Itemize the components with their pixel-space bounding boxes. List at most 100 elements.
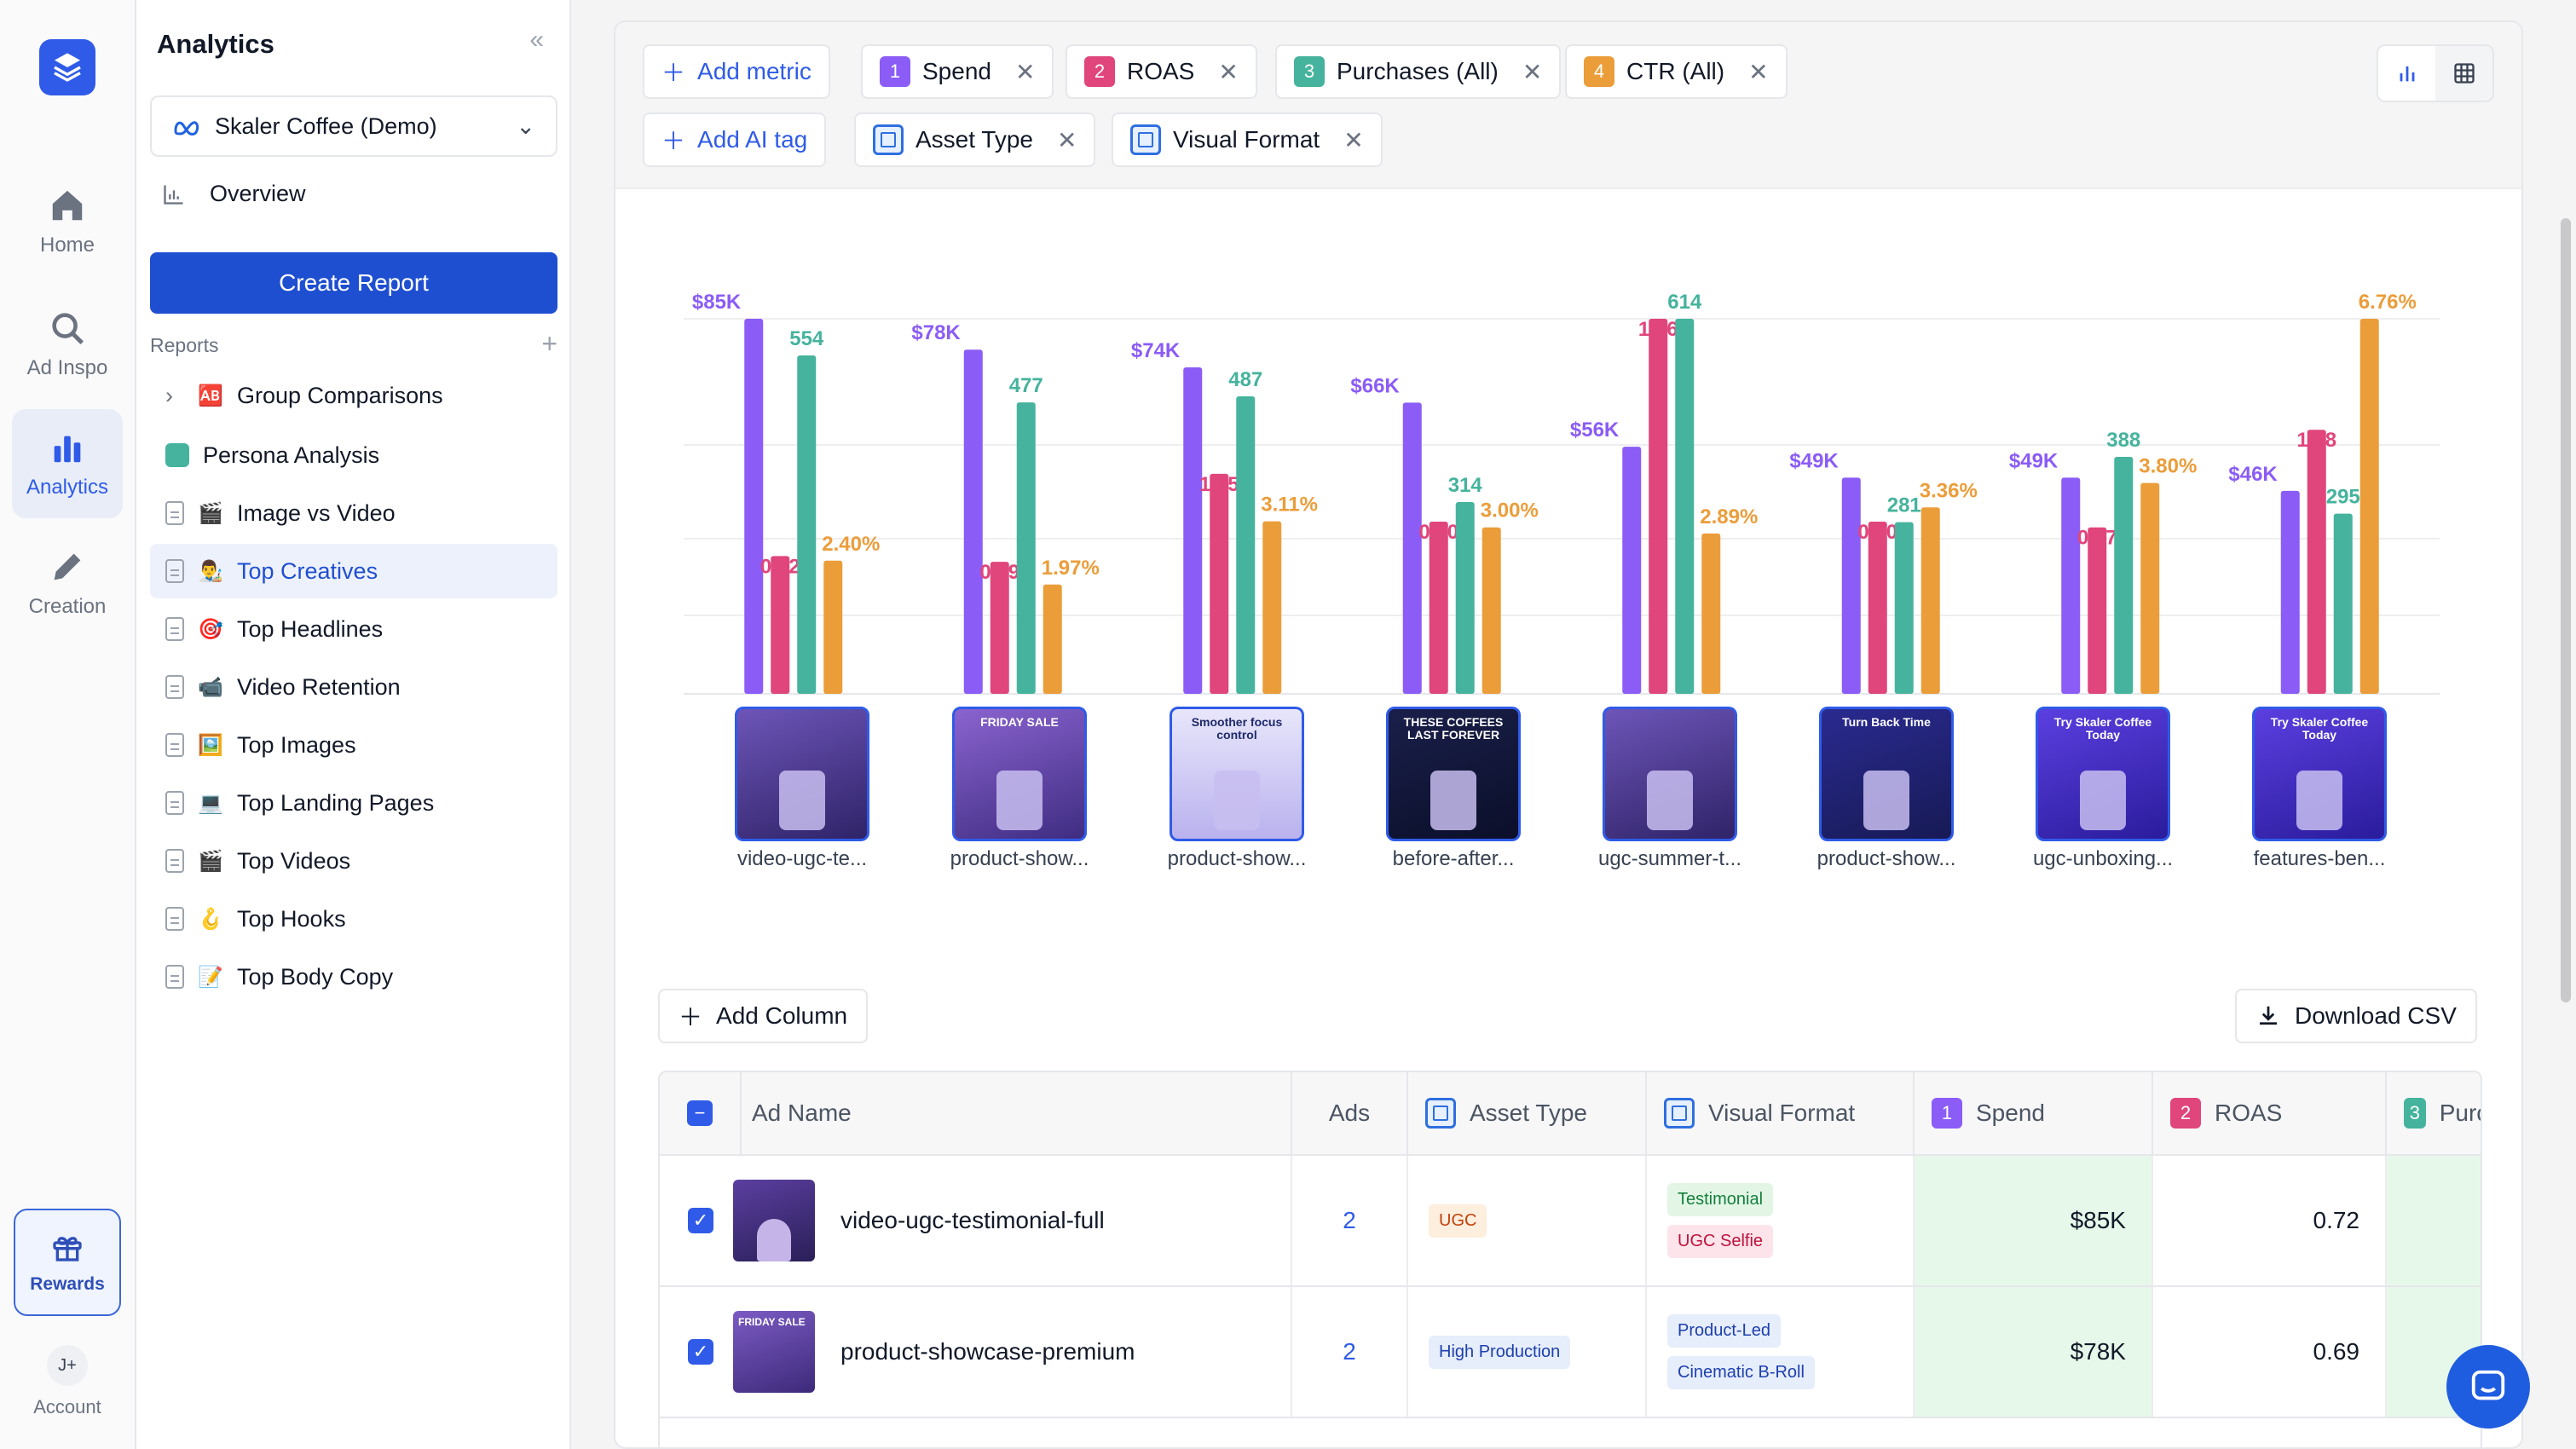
column-purchases[interactable]: 3 Purchase bbox=[2387, 1072, 2481, 1156]
tag-chip-asset-type[interactable]: Asset Type ✕ bbox=[854, 113, 1096, 167]
bar-spend[interactable] bbox=[2061, 477, 2081, 694]
bar-ctr-all-[interactable] bbox=[1262, 521, 1282, 694]
bar-roas[interactable] bbox=[771, 556, 790, 694]
column-ad-name[interactable]: Ad Name bbox=[742, 1072, 1292, 1156]
creative-thumbnail[interactable]: Try Skaler Coffee Today bbox=[2252, 707, 2387, 841]
sidebar-item-top-body-copy[interactable]: 📝 Top Body Copy bbox=[150, 950, 557, 1004]
sidebar-item-top-hooks[interactable]: 🪝 Top Hooks bbox=[150, 892, 557, 946]
sidebar-item-group-comparisons[interactable]: › 🆎 Group Comparisons bbox=[150, 368, 557, 423]
metric-chip-roas[interactable]: 2 ROAS ✕ bbox=[1066, 44, 1257, 99]
creative-thumbnail[interactable]: Turn Back Time bbox=[1819, 707, 1954, 841]
creative-thumbnail[interactable]: Try Skaler Coffee Today bbox=[2036, 707, 2170, 841]
bar-ctr-all-[interactable] bbox=[1481, 527, 1501, 694]
table-row[interactable]: ✓ FRIDAY SALE product-showcase-premium 2… bbox=[660, 1287, 2481, 1418]
bar-purchases-all-[interactable] bbox=[797, 355, 817, 694]
sidebar-item-top-creatives[interactable]: 👨‍🎨 Top Creatives bbox=[150, 544, 557, 598]
rewards-button[interactable]: Rewards bbox=[14, 1209, 121, 1316]
bar-spend[interactable] bbox=[1183, 367, 1203, 694]
account-menu[interactable]: J+ Account bbox=[17, 1345, 118, 1418]
bar-spend[interactable] bbox=[1402, 402, 1422, 694]
bar-purchases-all-[interactable] bbox=[1236, 396, 1256, 694]
bar-spend[interactable] bbox=[1622, 447, 1642, 694]
row-checkbox[interactable]: ✓ bbox=[688, 1339, 713, 1365]
tag-chip-visual-format[interactable]: Visual Format ✕ bbox=[1112, 113, 1383, 167]
ad-thumbnail[interactable] bbox=[733, 1180, 815, 1261]
bar-ctr-all-[interactable] bbox=[823, 560, 843, 694]
close-icon[interactable]: ✕ bbox=[1522, 58, 1543, 85]
close-icon[interactable]: ✕ bbox=[1057, 126, 1077, 153]
sidebar-item-top-images[interactable]: 🖼️ Top Images bbox=[150, 718, 557, 772]
sidebar-item-top-landing-pages[interactable]: 💻 Top Landing Pages bbox=[150, 776, 557, 830]
metric-chip-purchases-all-[interactable]: 3 Purchases (All) ✕ bbox=[1275, 44, 1562, 99]
bar-roas[interactable] bbox=[2307, 430, 2326, 694]
bar-roas[interactable] bbox=[1649, 319, 1668, 694]
collapse-sidebar-icon[interactable]: « bbox=[529, 26, 544, 54]
column-roas[interactable]: 2 ROAS bbox=[2153, 1072, 2387, 1156]
column-spend[interactable]: 1 Spend bbox=[1915, 1072, 2153, 1156]
ads-count[interactable]: 2 bbox=[1292, 1156, 1408, 1285]
bar-spend[interactable] bbox=[2280, 490, 2300, 694]
bar-spend[interactable] bbox=[744, 319, 764, 694]
bar-roas[interactable] bbox=[990, 562, 1009, 694]
bar-roas[interactable] bbox=[1868, 521, 1887, 694]
creative-thumbnail[interactable] bbox=[1603, 707, 1737, 841]
close-icon[interactable]: ✕ bbox=[1014, 58, 1036, 85]
bar-spend[interactable] bbox=[1841, 477, 1861, 694]
sidebar-item-top-headlines[interactable]: 🎯 Top Headlines bbox=[150, 602, 557, 656]
column-ads[interactable]: Ads bbox=[1292, 1072, 1408, 1156]
bar-roas[interactable] bbox=[1210, 473, 1229, 694]
add-metric-button[interactable]: ＋ Add metric bbox=[643, 44, 830, 99]
bar-purchases-all-[interactable] bbox=[1894, 522, 1914, 694]
create-report-button[interactable]: Create Report bbox=[150, 252, 557, 314]
close-icon[interactable]: ✕ bbox=[1343, 126, 1364, 153]
creative-thumbnail[interactable]: Smoother focus control bbox=[1170, 707, 1304, 841]
download-csv-button[interactable]: Download CSV bbox=[2235, 989, 2477, 1043]
ads-count[interactable]: 2 bbox=[1292, 1287, 1408, 1417]
chart-view-button[interactable] bbox=[2378, 46, 2435, 101]
add-ai-tag-button[interactable]: ＋ Add AI tag bbox=[643, 113, 827, 167]
ad-name[interactable]: product-showcase-premium bbox=[840, 1338, 1135, 1365]
bar-roas[interactable] bbox=[2088, 527, 2107, 694]
bar-ctr-all-[interactable] bbox=[1920, 507, 1940, 694]
bar-roas[interactable] bbox=[1429, 521, 1448, 694]
table-view-button[interactable] bbox=[2435, 46, 2492, 101]
workspace-select[interactable]: Skaler Coffee (Demo) ⌄ bbox=[150, 95, 557, 157]
sidebar-item-top-videos[interactable]: 🎬 Top Videos bbox=[150, 834, 557, 888]
rail-analytics[interactable]: Analytics bbox=[12, 409, 123, 518]
bar-purchases-all-[interactable] bbox=[2333, 513, 2353, 694]
bar-ctr-all-[interactable] bbox=[2140, 482, 2160, 694]
add-report-icon[interactable]: + bbox=[541, 328, 557, 359]
column-asset-type[interactable]: Asset Type bbox=[1408, 1072, 1647, 1156]
close-icon[interactable]: ✕ bbox=[1748, 58, 1769, 85]
bar-spend[interactable] bbox=[963, 349, 983, 694]
add-column-button[interactable]: ＋ Add Column bbox=[658, 989, 869, 1043]
bar-purchases-all-[interactable] bbox=[1016, 402, 1036, 694]
column-visual-format[interactable]: Visual Format bbox=[1647, 1072, 1915, 1156]
sidebar-item-video-retention[interactable]: 📹 Video Retention bbox=[150, 660, 557, 714]
creative-thumbnail[interactable]: FRIDAY SALE bbox=[952, 707, 1087, 841]
bar-purchases-all-[interactable] bbox=[1455, 501, 1475, 694]
creative-thumbnail[interactable]: THESE COFFEES LAST FOREVER bbox=[1386, 707, 1521, 841]
bar-ctr-all-[interactable] bbox=[1043, 584, 1062, 694]
chat-launcher-button[interactable] bbox=[2446, 1345, 2530, 1429]
bar-purchases-all-[interactable] bbox=[1675, 319, 1695, 694]
rail-creation[interactable]: Creation bbox=[12, 528, 123, 638]
sidebar-item-persona-analysis[interactable]: Persona Analysis bbox=[150, 428, 557, 482]
table-row[interactable]: ✓ video-ugc-testimonial-full 2 UGC Testi… bbox=[660, 1156, 2481, 1287]
rail-home[interactable]: Home bbox=[12, 167, 123, 276]
overview-link[interactable]: Overview bbox=[162, 181, 306, 207]
metric-chip-ctr-all-[interactable]: 4 CTR (All) ✕ bbox=[1565, 44, 1788, 99]
bar-ctr-all-[interactable] bbox=[1701, 533, 1721, 694]
row-checkbox[interactable]: ✓ bbox=[688, 1208, 713, 1233]
close-icon[interactable]: ✕ bbox=[1218, 58, 1239, 85]
select-all-checkbox[interactable]: − bbox=[660, 1072, 742, 1156]
app-logo[interactable] bbox=[39, 39, 95, 95]
scrollbar[interactable] bbox=[2561, 218, 2571, 1002]
sidebar-item-image-vs-video[interactable]: 🎬 Image vs Video bbox=[150, 486, 557, 540]
rail-ad-inspo[interactable]: Ad Inspo bbox=[12, 290, 123, 399]
ad-thumbnail[interactable]: FRIDAY SALE bbox=[733, 1311, 815, 1393]
bar-ctr-all-[interactable] bbox=[2359, 319, 2379, 694]
ad-name[interactable]: video-ugc-testimonial-full bbox=[840, 1207, 1105, 1233]
metric-chip-spend[interactable]: 1 Spend ✕ bbox=[861, 44, 1054, 99]
bar-purchases-all-[interactable] bbox=[2114, 456, 2134, 694]
